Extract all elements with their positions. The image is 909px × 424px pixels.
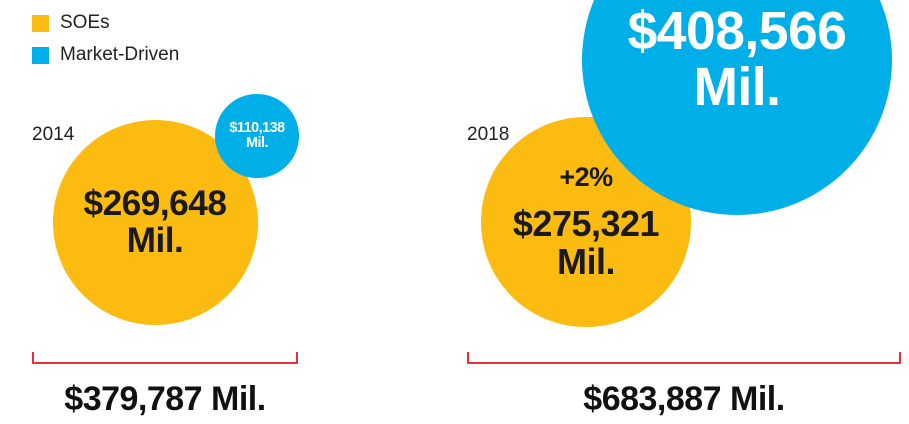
legend-label: SOEs [60,12,110,33]
total-bracket [467,352,901,364]
bubble: $269,648 Mil. [52,119,258,325]
total-label: $683,887 Mil. [583,380,785,418]
year-label: 2018 [467,124,510,145]
legend-item: Market-Driven [32,44,179,66]
annotation: +2% [559,162,613,193]
bubble-label: $275,321 Mil. [512,203,660,282]
year-label: 2014 [32,124,75,145]
legend-label: Market-Driven [60,44,180,65]
bubble-label: $269,648 Mil. [83,183,227,260]
total-bracket [32,352,298,364]
legend-swatch [32,14,49,32]
legend-item: SOEs [32,12,110,34]
total-label: $379,787 Mil. [64,380,266,418]
legend-swatch [32,46,49,64]
bubble: $110,138 Mil. [215,94,299,178]
bubble-label: $110,138 Mil. [229,119,285,151]
bubble-label: $408,566 Mil. [627,1,847,117]
